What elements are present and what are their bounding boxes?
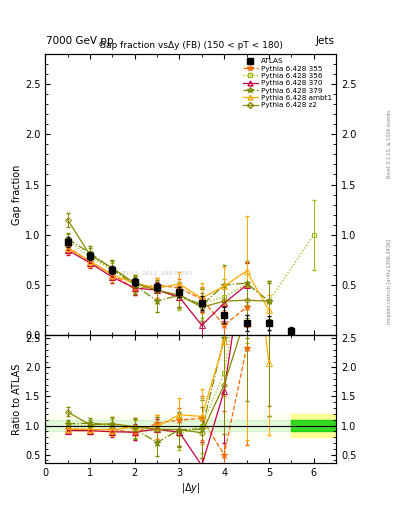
Y-axis label: Ratio to ATLAS: Ratio to ATLAS bbox=[12, 364, 22, 435]
Text: ATLAS_2011_S8971293: ATLAS_2011_S8971293 bbox=[119, 270, 193, 276]
Legend: ATLAS, Pythia 6.428 355, Pythia 6.428 356, Pythia 6.428 370, Pythia 6.428 379, P: ATLAS, Pythia 6.428 355, Pythia 6.428 35… bbox=[240, 55, 334, 111]
Text: Jets: Jets bbox=[316, 36, 335, 46]
Text: Rivet 3.1.10, ≥ 100k events: Rivet 3.1.10, ≥ 100k events bbox=[387, 109, 391, 178]
Text: mcplots.cern.ch [arXiv:1306.3436]: mcplots.cern.ch [arXiv:1306.3436] bbox=[387, 239, 391, 324]
Title: Gap fraction vsΔy (FB) (150 < pT < 180): Gap fraction vsΔy (FB) (150 < pT < 180) bbox=[99, 41, 283, 50]
Text: 7000 GeV pp: 7000 GeV pp bbox=[46, 36, 114, 46]
X-axis label: $|\Delta y|$: $|\Delta y|$ bbox=[181, 481, 200, 495]
Y-axis label: Gap fraction: Gap fraction bbox=[12, 164, 22, 225]
